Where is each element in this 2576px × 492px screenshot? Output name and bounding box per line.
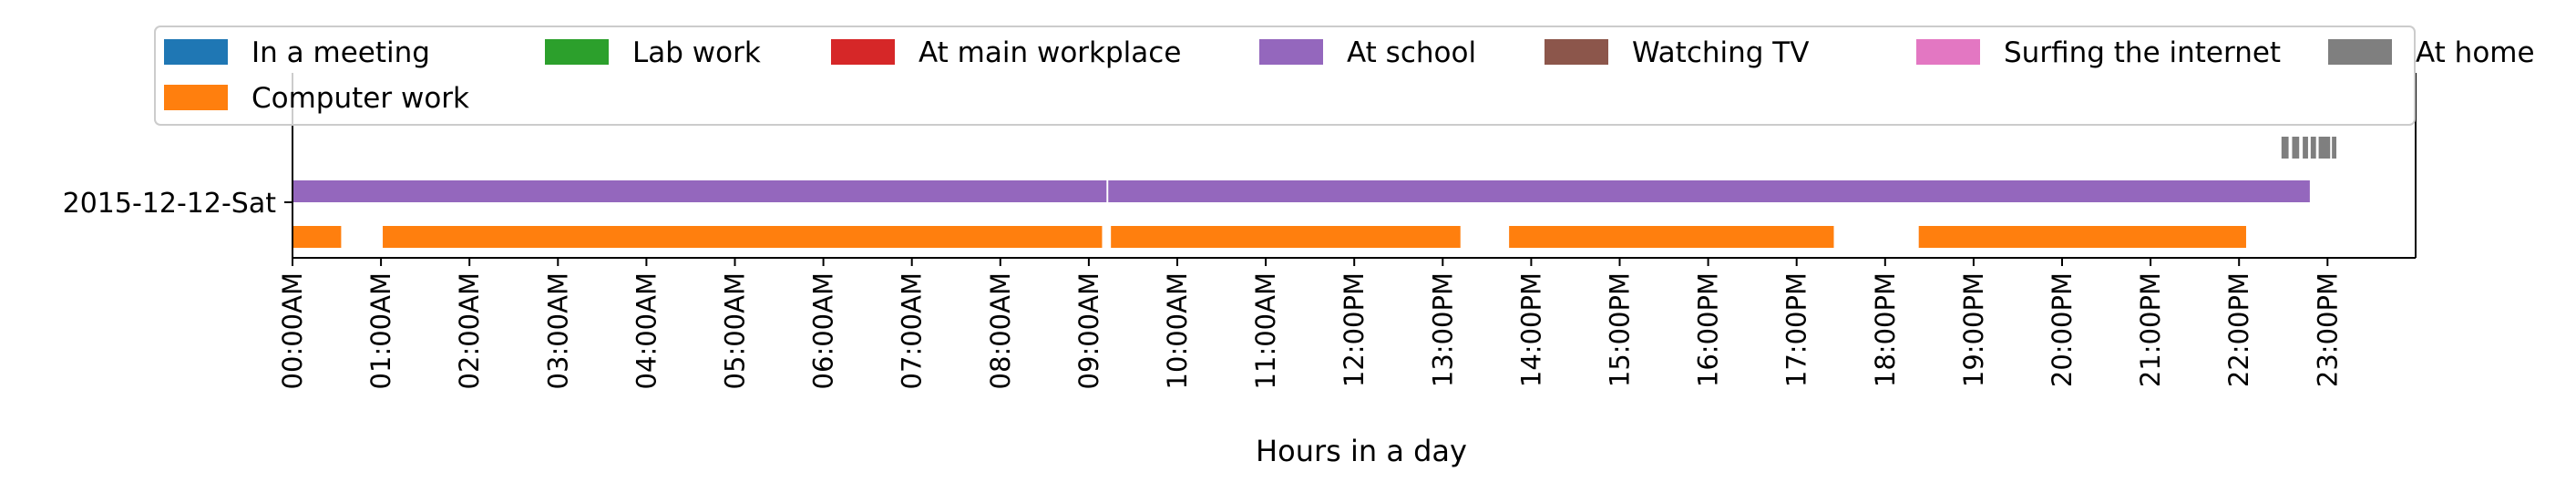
legend-label: Computer work [251, 82, 469, 115]
legend-label: At home [2416, 36, 2535, 69]
x-tick-label: 06:00AM [808, 272, 839, 389]
bar-computer-work [383, 226, 1103, 248]
x-tick-label: 20:00PM [2047, 272, 2078, 387]
bar-at-school [1108, 180, 2310, 202]
bar-computer-work [292, 226, 342, 248]
legend-label: At school [1347, 36, 1476, 69]
x-tick-label: 14:00PM [1515, 272, 1546, 387]
legend-swatch [1259, 39, 1323, 65]
x-tick-label: 04:00AM [631, 272, 662, 389]
x-tick-label: 02:00AM [454, 272, 485, 389]
legend-label: Lab work [632, 36, 761, 69]
x-tick-label: 18:00PM [1870, 272, 1901, 387]
x-tick-label: 22:00PM [2223, 272, 2254, 387]
legend-swatch [1916, 39, 1980, 65]
x-tick-label: 09:00AM [1073, 272, 1104, 389]
x-tick-label: 05:00AM [720, 272, 751, 389]
legend-label: Watching TV [1632, 36, 1809, 69]
x-tick-label: 10:00AM [1162, 272, 1193, 389]
x-tick-label: 12:00PM [1339, 272, 1370, 387]
x-tick-label: 21:00PM [2135, 272, 2166, 387]
bar-at-home [2310, 137, 2316, 159]
legend: In a meeting Lab work At main workplace At … [154, 26, 2535, 126]
x-axis-label: Hours in a day [1256, 434, 1467, 468]
y-tick-label: 2015-12-12-Sat [63, 188, 277, 220]
x-tick-label: 16:00PM [1693, 272, 1724, 387]
bar-computer-work [1111, 226, 1461, 248]
legend-swatch [831, 39, 895, 65]
bars-layer [292, 137, 2337, 248]
bar-at-home [2303, 137, 2308, 159]
x-tick-label: 17:00PM [1781, 272, 1812, 387]
legend-swatch [164, 39, 228, 65]
bar-computer-work [1509, 226, 1834, 248]
legend-swatch [1545, 39, 1608, 65]
x-tick-label: 19:00PM [1958, 272, 1989, 387]
legend-label: In a meeting [251, 36, 430, 69]
x-tick-label: 08:00AM [985, 272, 1016, 389]
legend-swatch [545, 39, 609, 65]
bar-at-home [2332, 137, 2337, 159]
x-tick-label: 07:00AM [897, 272, 928, 389]
legend-label: At main workplace [919, 36, 1181, 69]
x-tick-label: 00:00AM [277, 272, 308, 389]
x-tick-label: 23:00PM [2312, 272, 2343, 387]
bar-at-home [2318, 137, 2331, 159]
bar-at-home [2281, 137, 2289, 159]
x-tick-label: 01:00AM [365, 272, 396, 389]
axes-layer: 2015-12-12-Sat 00:00AM 01:00AM 02:00AM 03:00… [63, 73, 2417, 389]
x-tick-label: 15:00PM [1605, 272, 1636, 387]
x-tick-label: 13:00PM [1427, 272, 1458, 387]
bar-at-home [2292, 137, 2300, 159]
bar-computer-work [1918, 226, 2246, 248]
legend-label: Surfing the internet [2004, 36, 2281, 69]
bar-at-school [292, 180, 1107, 202]
x-tick-label: 03:00AM [542, 272, 573, 389]
x-tick-label: 11:00AM [1250, 272, 1281, 389]
legend-frame [154, 26, 2416, 126]
legend-swatch [2328, 39, 2392, 65]
legend-swatch [164, 85, 228, 110]
